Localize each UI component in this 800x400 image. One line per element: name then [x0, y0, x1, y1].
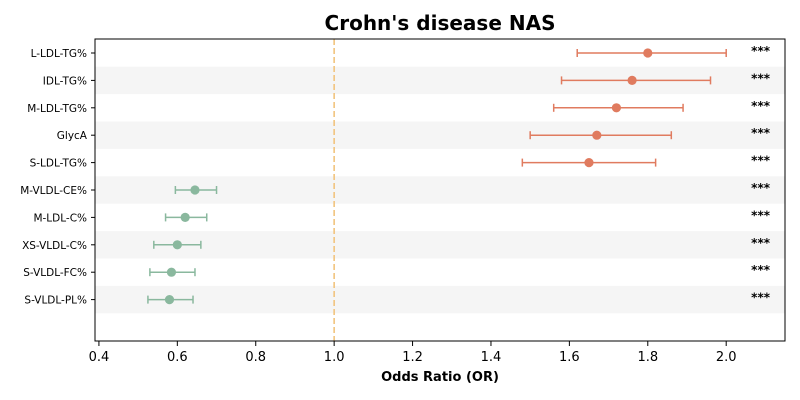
- y-tick-label: L-LDL-TG%: [31, 48, 87, 60]
- y-tick-label: IDL-TG%: [43, 75, 87, 87]
- significance-label: ***: [751, 44, 771, 58]
- row-band: [95, 121, 785, 149]
- or-point: [627, 75, 637, 85]
- plot-area: L-LDL-TG% *** IDL-TG% *** M-LDL-TG% *** GlycA *…: [20, 38, 786, 365]
- or-point: [584, 158, 594, 168]
- y-tick-label: S-VLDL-PL%: [24, 295, 87, 307]
- significance-label: ***: [751, 126, 771, 140]
- y-tick-label: M-VLDL-CE%: [20, 185, 87, 197]
- y-tick-label: M-LDL-C%: [33, 212, 87, 224]
- x-tick-label: 1.0: [324, 350, 345, 365]
- row-band: [95, 285, 785, 314]
- or-point: [164, 295, 175, 305]
- x-axis-label: Odds Ratio (OR): [381, 370, 499, 385]
- significance-label: ***: [751, 291, 771, 305]
- or-point: [166, 267, 177, 277]
- significance-label: ***: [751, 208, 771, 222]
- or-point: [611, 103, 622, 113]
- x-tick-label: 1.4: [481, 350, 502, 365]
- x-tick-label: 0.6: [167, 350, 188, 365]
- row-band: [95, 231, 785, 259]
- or-point: [180, 212, 190, 222]
- y-tick-label: GlycA: [57, 130, 88, 142]
- or-point: [172, 240, 182, 250]
- x-tick-label: 1.6: [559, 350, 580, 365]
- significance-label: ***: [751, 263, 771, 277]
- significance-label: ***: [751, 154, 771, 168]
- or-point: [190, 185, 200, 195]
- significance-label: ***: [751, 181, 771, 195]
- significance-label: ***: [751, 71, 771, 85]
- chart-title: Crohn's disease NAS: [325, 11, 556, 35]
- significance-label: ***: [751, 99, 771, 113]
- x-tick-label: 2.0: [716, 350, 737, 365]
- x-tick-label: 0.4: [89, 350, 110, 365]
- significance-label: ***: [751, 236, 771, 250]
- x-tick-label: 0.8: [245, 350, 266, 365]
- y-tick-label: S-LDL-TG%: [30, 158, 87, 170]
- x-tick-label: 1.8: [637, 350, 658, 365]
- or-point: [643, 48, 653, 58]
- y-tick-label: M-LDL-TG%: [27, 103, 87, 115]
- y-tick-label: XS-VLDL-C%: [22, 240, 87, 252]
- axes-frame: [94, 38, 786, 342]
- y-tick-label: S-VLDL-FC%: [23, 267, 87, 279]
- x-tick-label: 1.2: [402, 350, 423, 365]
- or-point: [592, 130, 602, 140]
